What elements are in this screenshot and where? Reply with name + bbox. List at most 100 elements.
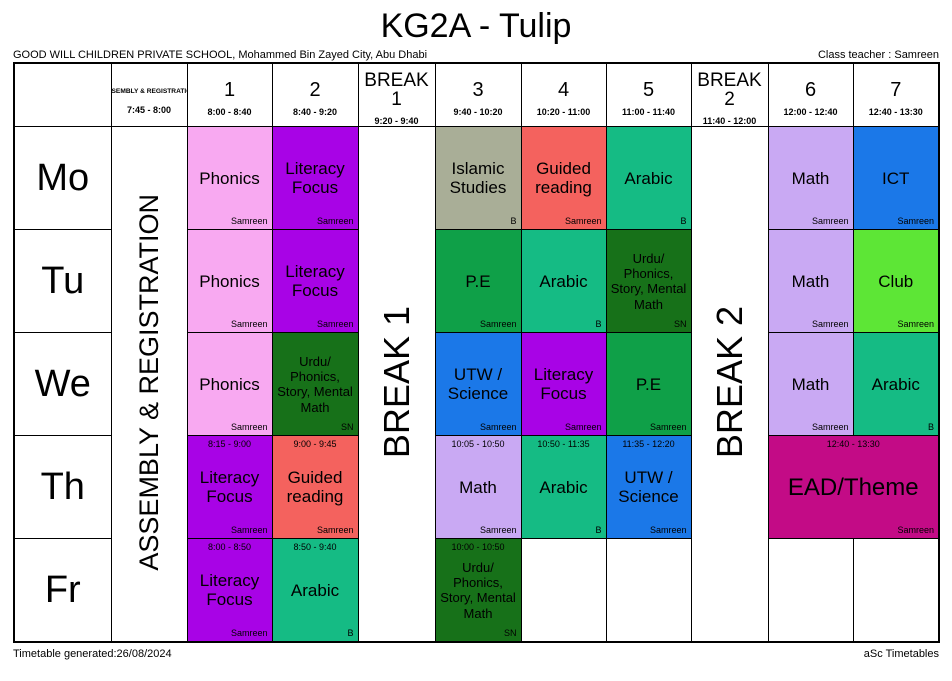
break2-cell: BREAK 2 — [690, 126, 769, 643]
lesson-block: 9:00 - 9:45 Guided reading Samreen — [273, 436, 357, 538]
subject-label: Arabic — [290, 580, 340, 600]
school-name: GOOD WILL CHILDREN PRIVATE SCHOOL, Moham… — [13, 49, 428, 62]
lesson-block: UTW / Science Samreen — [436, 333, 520, 435]
empty-cell — [767, 538, 854, 643]
column-number: 2 — [309, 78, 321, 101]
teacher-label: B — [347, 628, 354, 639]
teacher-label: SN — [503, 628, 517, 639]
column-time: 10:20 - 11:00 — [536, 106, 591, 117]
lesson-block: 10:05 - 10:50 Math Samreen — [436, 436, 520, 538]
column-header-2: 2 8:40 - 9:20 — [271, 62, 359, 128]
subject-label: Urdu/ Phonics, Story, Mental Math — [440, 559, 516, 621]
teacher-label: Samreen — [897, 216, 934, 227]
subject-label: UTW / Science — [618, 467, 679, 507]
column-number: 1 — [223, 78, 236, 101]
lesson-block: Literacy Focus Samreen — [273, 127, 357, 229]
lesson-cell-we-7: Arabic B — [852, 332, 940, 437]
lesson-cell-mo-2: Literacy Focus Samreen — [271, 126, 359, 231]
subject-label: Phonics — [199, 168, 260, 188]
lesson-cell-we-5: P.E Samreen — [605, 332, 692, 437]
teacher-label: Samreen — [564, 216, 602, 227]
assembly-registration-cell: ASSEMBLY & REGISTRATION — [110, 126, 188, 643]
teacher-label: Samreen — [564, 422, 602, 433]
column-header-6: 6 12:00 - 12:40 — [767, 62, 854, 128]
subject-label: Arabic — [539, 477, 588, 497]
teacher-label: Samreen — [649, 422, 687, 433]
teacher-label: Samreen — [230, 319, 268, 330]
lesson-block: Urdu/ Phonics, Story, Mental Math SN — [273, 333, 357, 435]
column-header-break1: BREAK 1 9:20 - 9:40 — [357, 62, 436, 128]
subject-label: Islamic Studies — [449, 158, 507, 198]
column-time: 7:45 - 8:00 — [126, 104, 172, 115]
lesson-cell-th-1: 8:15 - 9:00 Literacy Focus Samreen — [186, 435, 273, 540]
column-header-1: 1 8:00 - 8:40 — [186, 62, 273, 128]
teacher-label: Samreen — [316, 319, 354, 330]
subject-label: P.E — [465, 271, 491, 291]
lesson-time: 12:40 - 13:30 — [826, 439, 880, 450]
lesson-cell-mo-7: ICT Samreen — [852, 126, 940, 231]
empty-cell — [520, 538, 607, 643]
subject-label: Arabic — [624, 168, 673, 188]
lesson-cell-tu-4: Arabic B — [520, 229, 607, 334]
lesson-block: Urdu/ Phonics, Story, Mental Math SN — [607, 230, 690, 332]
lesson-cell-we-1: Phonics Samreen — [186, 332, 273, 437]
column-header-break2: BREAK 2 11:40 - 12:00 — [690, 62, 769, 128]
subject-label: Club — [878, 271, 914, 291]
lesson-cell-th-6: 12:40 - 13:30 EAD/Theme Samreen — [767, 435, 940, 540]
lesson-cell-tu-1: Phonics Samreen — [186, 229, 273, 334]
lesson-cell-tu-2: Literacy Focus Samreen — [271, 229, 359, 334]
teacher-label: Samreen — [897, 319, 934, 330]
subject-label: Math — [791, 168, 830, 188]
lesson-block: Literacy Focus Samreen — [522, 333, 605, 435]
teacher-label: Samreen — [230, 628, 268, 639]
teacher-label: Samreen — [479, 422, 517, 433]
lesson-block: ICT Samreen — [854, 127, 938, 229]
subject-label: Urdu/ Phonics, Story, Mental Math — [277, 353, 353, 415]
teacher-label: Samreen — [811, 422, 849, 433]
teacher-label: Samreen — [230, 525, 268, 536]
column-label: BREAK 2 — [697, 70, 762, 111]
lesson-time: 9:00 - 9:45 — [293, 439, 337, 450]
header-row: ASSEMBLY & REGISTRATION 7:45 - 8:00 1 8:00 … — [13, 62, 940, 128]
day-row-fr: Fr 8:00 - 8:50 Literacy Focus Samreen 8:50 -… — [13, 538, 940, 643]
subject-label: Literacy Focus — [533, 364, 594, 404]
day-row-mo: Mo ASSEMBLY & REGISTRATION Phonics Samreen L… — [13, 126, 940, 643]
lesson-cell-tu-3: P.E Samreen — [434, 229, 522, 334]
teacher-label: B — [595, 525, 602, 536]
lesson-time: 10:50 - 11:35 — [537, 439, 590, 450]
teacher-label: Samreen — [316, 216, 354, 227]
lesson-cell-mo-1: Phonics Samreen — [186, 126, 273, 231]
lesson-cell-mo-4: Guided reading Samreen — [520, 126, 607, 231]
subject-label: Literacy Focus — [199, 467, 260, 507]
teacher-label: Samreen — [479, 525, 517, 536]
lesson-cell-th-3: 10:05 - 10:50 Math Samreen — [434, 435, 522, 540]
class-teacher-label: Class teacher : Samreen — [817, 49, 939, 62]
subject-label: P.E — [635, 374, 662, 394]
lesson-block: 8:15 - 9:00 Literacy Focus Samreen — [188, 436, 271, 538]
empty-cell — [605, 538, 692, 643]
teacher-label: SN — [340, 422, 354, 433]
lesson-block: Math Samreen — [769, 127, 852, 229]
lesson-cell-tu-5: Urdu/ Phonics, Story, Mental Math SN — [605, 229, 692, 334]
column-number: 5 — [642, 78, 655, 101]
lesson-block: 11:35 - 12:20 UTW / Science Samreen — [607, 436, 690, 538]
lesson-block: Literacy Focus Samreen — [273, 230, 357, 332]
column-label: BREAK 1 — [364, 70, 429, 111]
lesson-block: 8:50 - 9:40 Arabic B — [273, 539, 357, 642]
subject-label: ICT — [882, 168, 910, 188]
subject-label: Phonics — [199, 374, 260, 394]
subject-label: Literacy Focus — [285, 158, 345, 198]
timetable: ASSEMBLY & REGISTRATION 7:45 - 8:00 1 8:00 … — [13, 62, 940, 644]
lesson-cell-fr-2: 8:50 - 9:40 Arabic B — [271, 538, 359, 643]
column-time: 9:40 - 10:20 — [453, 106, 503, 117]
subject-label: Guided reading — [286, 467, 344, 507]
subject-label: Math — [791, 374, 830, 394]
lesson-block: P.E Samreen — [436, 230, 520, 332]
subject-label: UTW / Science — [447, 364, 509, 404]
lesson-block: Club Samreen — [854, 230, 938, 332]
day-label-mo: Mo — [13, 126, 112, 231]
teacher-label: B — [927, 422, 934, 433]
teacher-label: Samreen — [230, 216, 268, 227]
lesson-cell-th-2: 9:00 - 9:45 Guided reading Samreen — [271, 435, 359, 540]
column-header-4: 4 10:20 - 11:00 — [520, 62, 607, 128]
